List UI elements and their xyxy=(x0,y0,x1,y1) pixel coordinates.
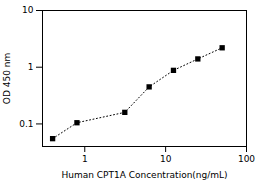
svg-text:100: 100 xyxy=(238,154,255,164)
svg-text:1: 1 xyxy=(28,62,34,72)
svg-text:10: 10 xyxy=(160,154,172,164)
svg-text:0.1: 0.1 xyxy=(19,119,33,129)
svg-text:OD 450 nm: OD 450 nm xyxy=(2,53,12,104)
svg-text:10: 10 xyxy=(22,5,34,15)
svg-text:1: 1 xyxy=(82,154,88,164)
svg-text:Human CPT1A Concentration(ng/m: Human CPT1A Concentration(ng/mL) xyxy=(61,170,227,180)
